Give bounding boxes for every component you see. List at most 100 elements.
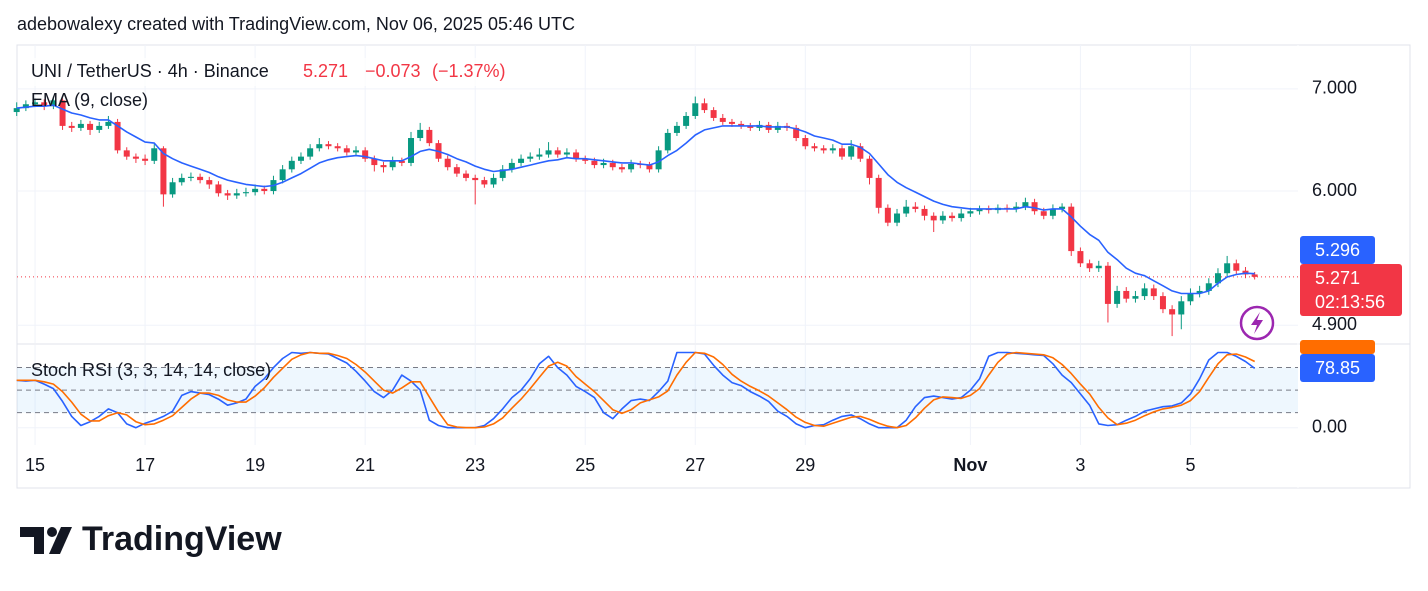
candle-body [701, 103, 708, 111]
candle-body [728, 121, 735, 124]
candle-body [903, 206, 910, 214]
candle-body [609, 162, 616, 168]
candle-body [683, 115, 690, 126]
candle-body [96, 125, 103, 130]
candle-body [224, 193, 231, 196]
candle-body [939, 215, 946, 221]
candle-body [664, 132, 671, 151]
candle-body [1059, 206, 1066, 209]
k-value-label: 78.85 [1315, 358, 1360, 378]
candle-body [518, 158, 525, 163]
candle-body [591, 160, 598, 166]
logo: TradingView [20, 520, 282, 558]
candle-body [820, 148, 827, 151]
chart-frame [16, 44, 1411, 489]
candle-body [1132, 296, 1139, 299]
candle-body [197, 176, 204, 181]
candle-body [279, 169, 286, 181]
candle-body [646, 165, 653, 170]
grid-layer: 15 17 19 21 23 25 27 29 Nov 3 5 7.000 6.000 4.900 0.00 [17, 45, 1357, 475]
x-tick-label: 17 [135, 455, 155, 475]
candle-body [1040, 211, 1047, 216]
candle-body [875, 177, 882, 208]
x-tick-label: 23 [465, 455, 485, 475]
candle-body [912, 206, 919, 209]
candle-body [160, 148, 167, 195]
candle-body [1114, 290, 1121, 304]
candle-body [1068, 206, 1075, 252]
x-tick-label: 15 [25, 455, 45, 475]
candle-body [334, 146, 341, 149]
candle-body [1251, 274, 1258, 277]
candle-body [673, 125, 680, 133]
candle-body [811, 146, 818, 149]
d-value-box [1300, 340, 1375, 354]
candle-body [352, 150, 359, 153]
candle-body [1196, 290, 1203, 294]
candle-body [481, 180, 488, 185]
candle-body [1150, 288, 1157, 297]
candle-body [105, 121, 112, 126]
candle-body [618, 167, 625, 170]
y-tick-label: 7.000 [1312, 78, 1357, 98]
candle-body [1178, 301, 1185, 315]
candle-body [242, 192, 249, 194]
candle-body [921, 208, 928, 216]
candle-body [233, 193, 240, 196]
candle-body [949, 215, 956, 219]
candle-body [747, 125, 754, 128]
candle-body [774, 125, 781, 130]
candle-body [527, 156, 534, 159]
candle-body [1214, 273, 1221, 284]
candle-body [958, 213, 965, 219]
candle-body [884, 207, 891, 223]
stoch-line [16, 351, 1256, 429]
candle-body [655, 150, 662, 170]
logo-mark-t [20, 527, 44, 554]
candle-body [252, 188, 259, 193]
legend-ema: EMA (9, close) [31, 90, 148, 110]
x-tick-label: Nov [953, 455, 987, 475]
symbol: UNI / TetherUS · 4h · Binance [31, 61, 269, 81]
candle-body [398, 160, 405, 163]
candle-body [793, 127, 800, 139]
candle-body [215, 184, 222, 194]
candle-body [408, 138, 415, 163]
candle-body [206, 180, 213, 185]
x-tick-label: 27 [685, 455, 705, 475]
logo-mark-v [49, 527, 72, 554]
candle-body [710, 110, 717, 118]
candle-body [1205, 283, 1212, 291]
candle-body [829, 148, 836, 151]
candle-body [1169, 309, 1176, 315]
candle-body [1031, 202, 1038, 212]
countdown: 02:13:56 [1315, 292, 1385, 312]
candle-body [1159, 296, 1166, 310]
candle-body [142, 158, 149, 161]
candle-body [41, 102, 48, 107]
candle-body [178, 177, 185, 183]
candle-body [297, 156, 304, 161]
labels-layer: UNI / TetherUS · 4h · Binance 5.271 −0.0… [22, 58, 1402, 382]
candle-body [389, 160, 396, 168]
candle-body [930, 215, 937, 221]
logo-mark-dot [47, 527, 57, 537]
x-tick-label: 29 [795, 455, 815, 475]
candle-body [13, 108, 20, 113]
candle-body [1141, 288, 1148, 297]
k-value-box [1300, 354, 1375, 382]
candle-body [802, 138, 809, 147]
legend-bg [22, 58, 522, 86]
candle-body [417, 129, 424, 139]
candle-body [866, 158, 873, 178]
candle-body [628, 163, 635, 170]
candle-body [50, 100, 57, 107]
candle-body [316, 144, 323, 149]
candle-body [848, 146, 855, 157]
candle-body [123, 150, 130, 157]
candle-body [362, 150, 369, 159]
candle-body [719, 117, 726, 122]
candle-body [325, 144, 332, 147]
candle-body [132, 156, 139, 159]
